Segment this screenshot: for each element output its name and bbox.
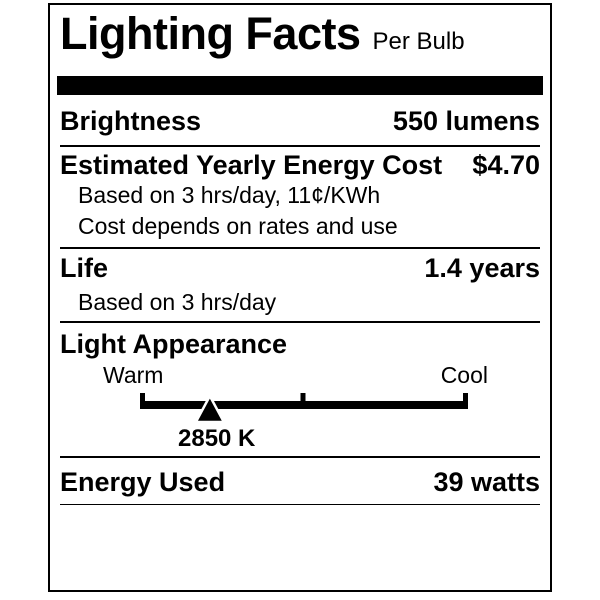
label-title: Lighting Facts [60, 8, 361, 59]
brightness-label: Brightness [60, 106, 202, 136]
life-row: Life 1.4 years [60, 251, 540, 285]
section-rule [60, 247, 540, 249]
brightness-row: Brightness 550 lumens [60, 104, 540, 138]
label-subtitle: Per Bulb [372, 28, 465, 55]
energy-cost-label: Estimated Yearly Energy Cost [60, 150, 443, 180]
scale-tick-right [463, 393, 468, 409]
kelvin-value: 2850 K [178, 425, 256, 452]
scale-tick-middle [300, 393, 306, 409]
brightness-value: 550 lumens [392, 106, 540, 136]
energy-cost-note: Cost depends on rates and use [78, 213, 398, 239]
color-temperature-scale [140, 393, 468, 424]
energy-used-label: Energy Used [60, 467, 226, 497]
energy-used-row: Energy Used 39 watts [60, 465, 540, 499]
energy-used-value: 39 watts [433, 467, 540, 497]
cool-label: Cool [440, 362, 488, 388]
energy-cost-note: Based on 3 hrs/day, 11¢/KWh [78, 182, 381, 208]
section-rule [60, 145, 540, 147]
warm-cool-labels: Warm Cool [60, 361, 540, 389]
lighting-facts-label: Lighting Facts Per Bulb Brightness 550 l… [48, 3, 552, 592]
life-value: 1.4 years [424, 253, 540, 283]
life-label: Life [60, 253, 109, 283]
energy-cost-row: Estimated Yearly Energy Cost $4.70 [60, 148, 540, 182]
energy-cost-value: $4.70 [472, 150, 540, 180]
section-rule [60, 321, 540, 323]
bottom-rule [60, 504, 540, 505]
marker-triangle-icon [193, 393, 226, 424]
label-header: Lighting Facts Per Bulb [60, 5, 540, 67]
header-divider-bar [57, 76, 543, 95]
scale-tick-left [140, 393, 145, 409]
warm-label: Warm [103, 362, 164, 388]
life-note: Based on 3 hrs/day [78, 289, 277, 315]
section-rule [60, 456, 540, 458]
light-appearance-label: Light Appearance [60, 329, 288, 359]
light-appearance-row: Light Appearance [60, 327, 540, 361]
